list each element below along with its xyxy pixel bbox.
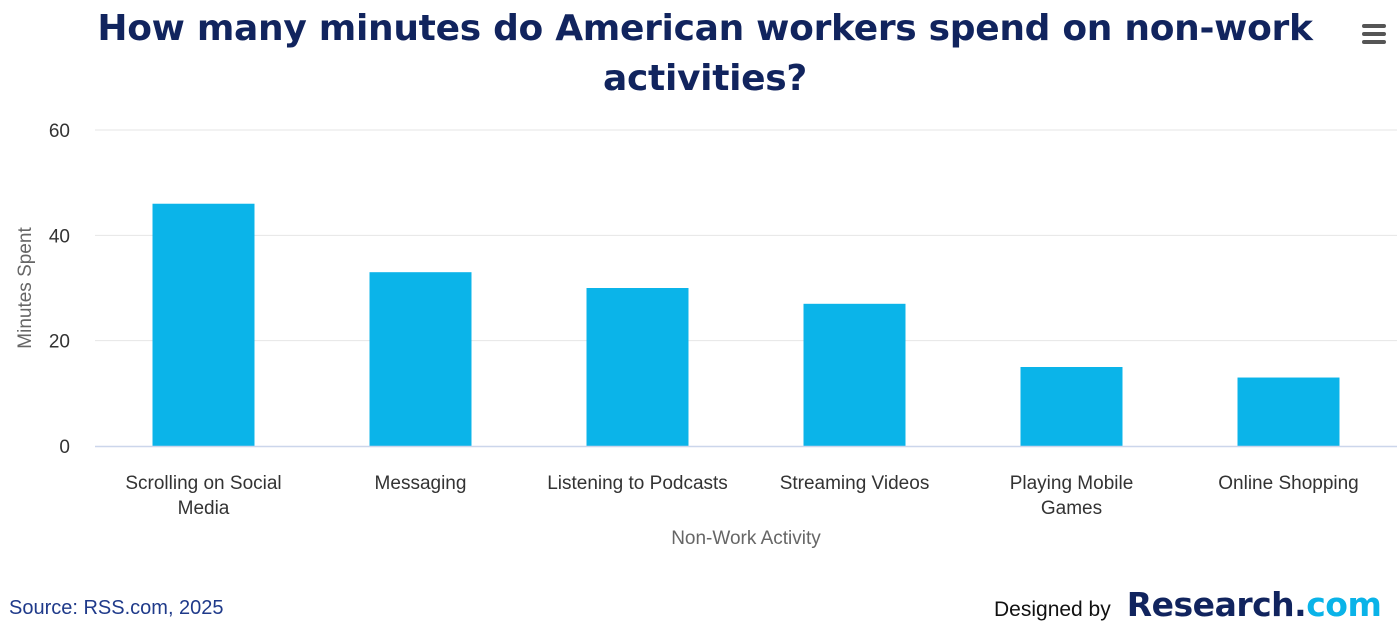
bar[interactable] <box>369 272 472 446</box>
grid-lines <box>95 129 1397 342</box>
y-tick-label: 40 <box>49 226 70 247</box>
y-axis-ticks: 0 20 40 60 <box>49 121 70 458</box>
y-axis-title: Minutes Spent <box>15 227 36 349</box>
menu-bar-middle <box>1362 32 1386 36</box>
menu-bar-top <box>1362 24 1386 28</box>
x-category-label: Messaging <box>375 473 467 494</box>
hamburger-menu-icon[interactable] <box>1360 22 1388 46</box>
x-category-label-line: Messaging <box>375 473 467 494</box>
chart-title: How many minutes do American workers spe… <box>97 8 1313 99</box>
y-tick-label: 0 <box>59 437 70 458</box>
menu-bar-bottom <box>1362 40 1386 44</box>
x-category-label-line: Media <box>178 498 230 519</box>
x-category-label: Listening to Podcasts <box>547 473 728 494</box>
bars <box>152 203 1340 446</box>
x-category-label-line: Games <box>1041 498 1102 519</box>
bar[interactable] <box>1237 377 1340 446</box>
bar[interactable] <box>152 203 255 446</box>
y-tick-label: 20 <box>49 332 70 353</box>
designed-by-label: Designed by <box>994 598 1111 621</box>
x-category-label: Scrolling on Social Media <box>125 473 281 519</box>
research-com-logo[interactable]: Research.com <box>1127 585 1382 624</box>
x-category-label-line: Playing Mobile <box>1010 473 1134 494</box>
x-category-label: Streaming Videos <box>780 473 930 494</box>
chart-plot: 0 20 40 60 Scrolling on Social Media Messagin… <box>15 121 1397 549</box>
bar[interactable] <box>803 303 906 446</box>
bar[interactable] <box>1020 367 1123 446</box>
y-tick-label: 60 <box>49 121 70 142</box>
x-axis-title: Non-Work Activity <box>671 528 821 549</box>
x-category-label: Online Shopping <box>1218 473 1359 494</box>
x-category-label-line: Streaming Videos <box>780 473 930 494</box>
x-category-label-line: Listening to Podcasts <box>547 473 728 494</box>
x-axis-categories: Scrolling on Social Media Messaging Listeni… <box>125 473 1358 519</box>
x-category-label: Playing Mobile Games <box>1010 473 1134 519</box>
x-category-label-line: Online Shopping <box>1218 473 1359 494</box>
logo-dot: . <box>1294 585 1307 624</box>
logo-wordmark: Research <box>1126 585 1295 624</box>
source-note: Source: RSS.com, 2025 <box>9 597 224 619</box>
logo-tld: com <box>1306 585 1382 624</box>
designer-credit: Designed by Research.com <box>994 585 1382 631</box>
bar[interactable] <box>586 288 689 446</box>
x-category-label-line: Scrolling on Social <box>125 473 281 494</box>
